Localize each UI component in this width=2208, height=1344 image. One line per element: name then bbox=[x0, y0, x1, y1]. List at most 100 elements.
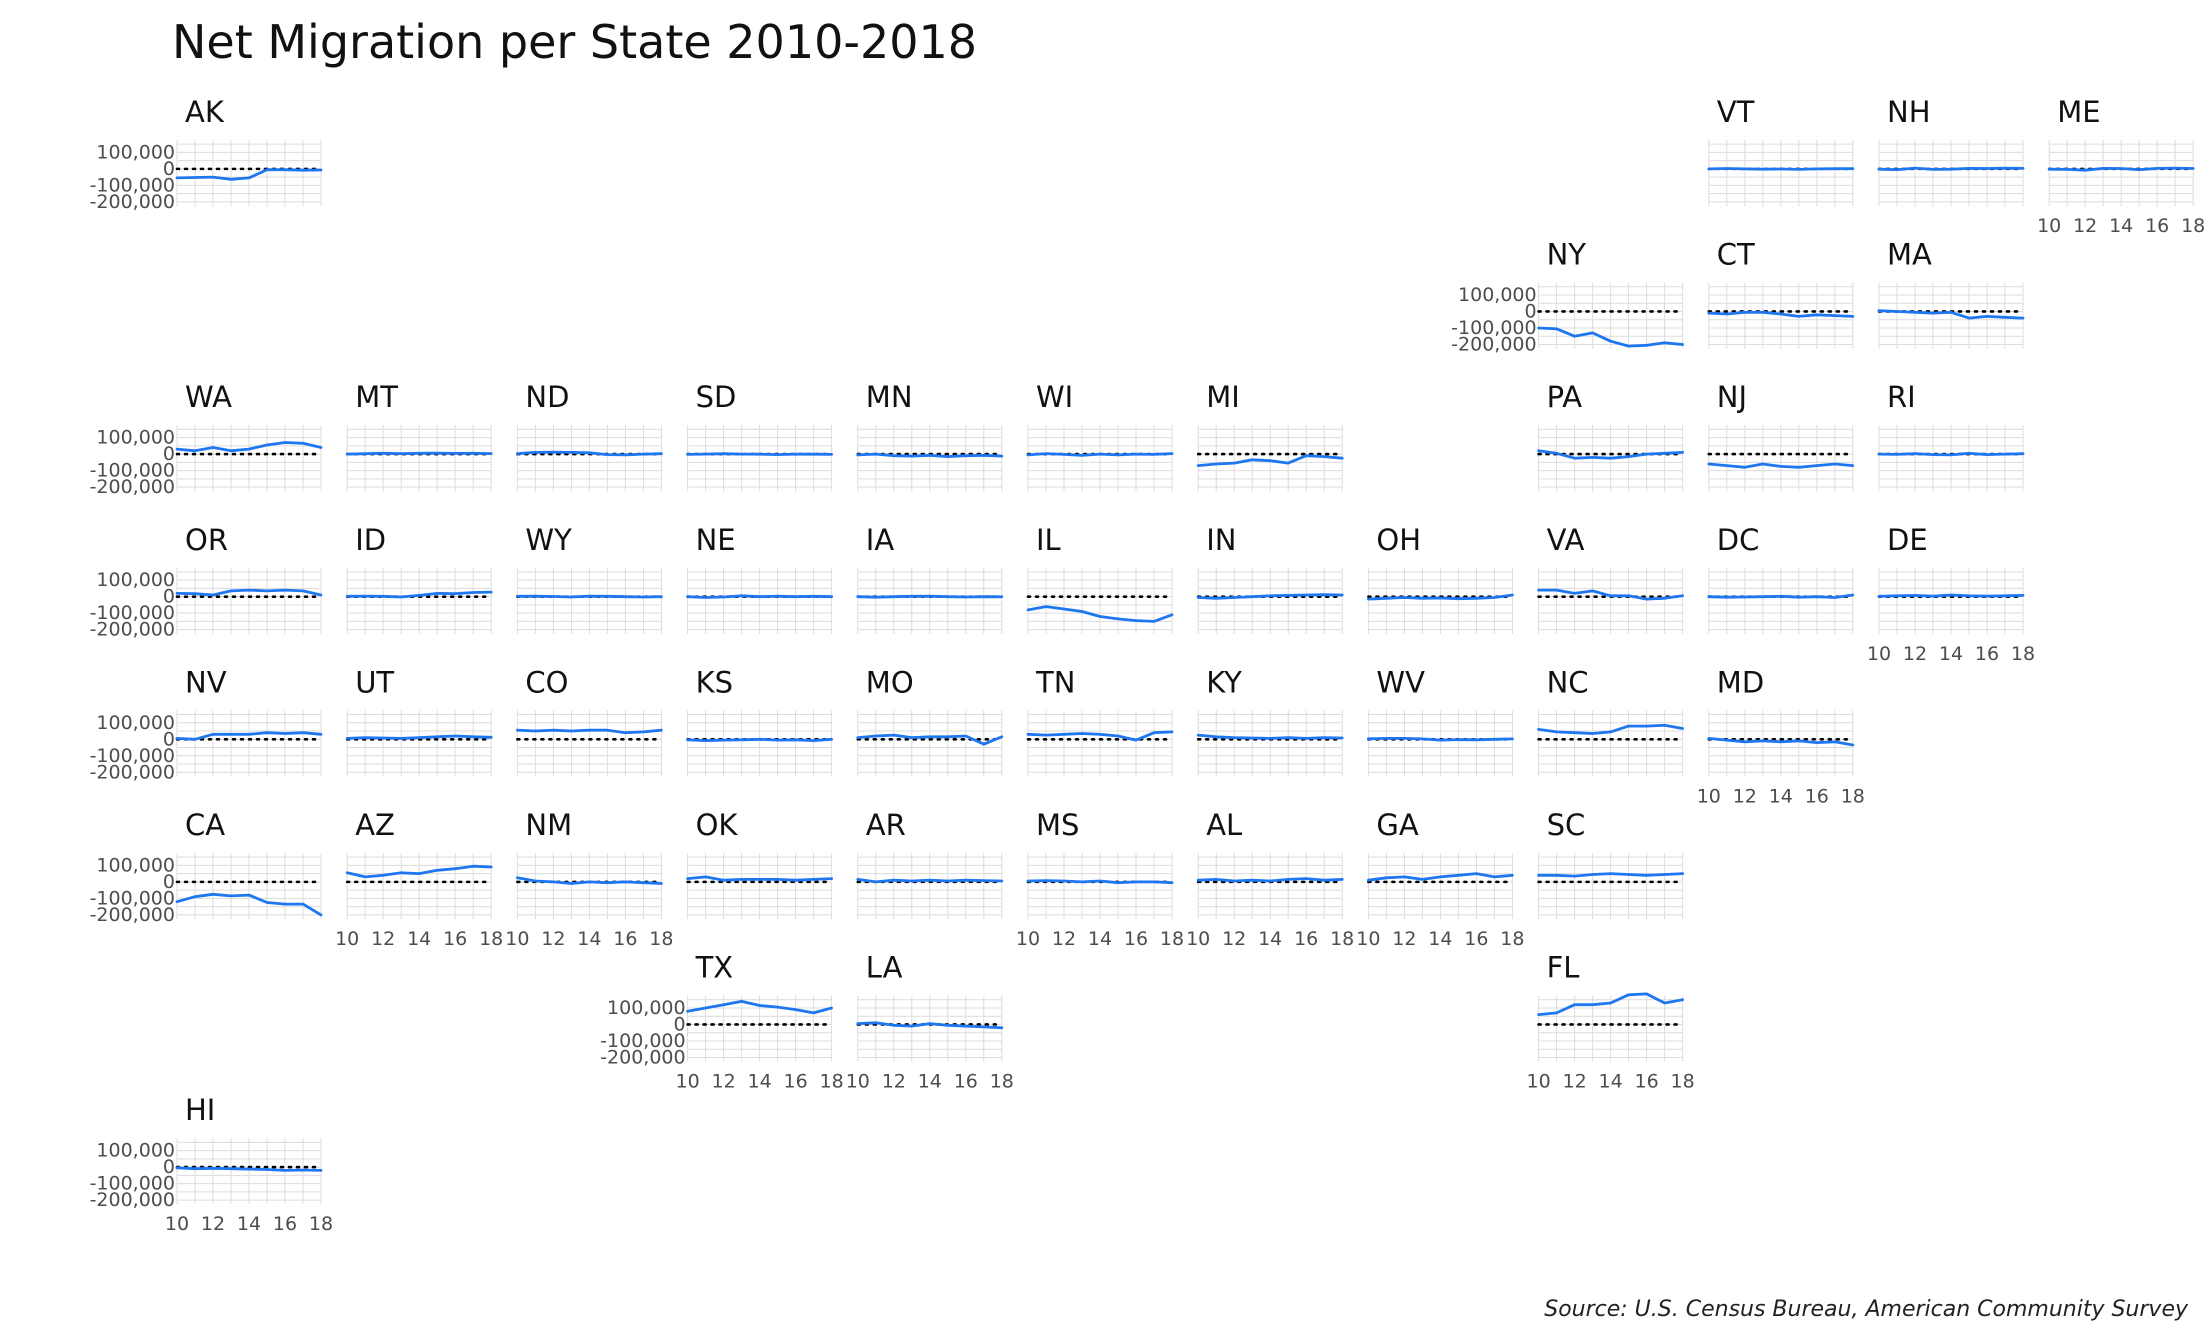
panel-grid bbox=[516, 710, 662, 777]
y-tick-label: 0 bbox=[674, 1013, 686, 1035]
y-tick-label: 0 bbox=[163, 158, 175, 180]
y-tick-label: -100,000 bbox=[600, 1030, 685, 1052]
panel-grid bbox=[1878, 425, 2024, 492]
y-tick-label: 100,000 bbox=[96, 1140, 175, 1162]
series-line-mt bbox=[345, 451, 493, 456]
y-tick-label: 100,000 bbox=[96, 854, 175, 876]
panel-title: NV bbox=[185, 665, 227, 699]
y-tick-label: -200,000 bbox=[90, 619, 175, 641]
y-tick-label: 0 bbox=[163, 443, 175, 465]
y-tick-label: 0 bbox=[163, 871, 175, 893]
panel-title: NJ bbox=[1717, 380, 1747, 414]
x-tick-label: 10 bbox=[2037, 215, 2061, 237]
series-line-sc bbox=[1537, 872, 1684, 878]
x-tick-label: 10 bbox=[1867, 643, 1891, 665]
panel-title: VT bbox=[1717, 95, 1755, 129]
panel-mn: MN bbox=[856, 380, 1004, 492]
panel-grid bbox=[346, 710, 492, 777]
y-tick-label: -100,000 bbox=[90, 602, 175, 624]
panel-title: NY bbox=[1547, 238, 1587, 272]
panel-grid bbox=[346, 567, 492, 634]
panel-grid bbox=[1538, 567, 1684, 634]
series-line-sd bbox=[686, 452, 833, 457]
x-tick-label: 18 bbox=[1500, 928, 1524, 950]
panel-nc: NC bbox=[1537, 665, 1684, 777]
series-line-dc bbox=[1707, 593, 1855, 599]
y-tick-label: -100,000 bbox=[1451, 317, 1536, 339]
x-tick-label: 14 bbox=[1428, 928, 1452, 950]
panel-nd: ND bbox=[516, 380, 663, 492]
panel-wy: WY bbox=[516, 523, 663, 634]
x-tick-label: 12 bbox=[1392, 928, 1416, 950]
panel-fl: FL 10 12 14 16 18 bbox=[1527, 951, 1695, 1093]
panel-title: AR bbox=[866, 808, 906, 842]
x-tick-label: 16 bbox=[443, 928, 467, 950]
x-tick-label: 18 bbox=[479, 928, 503, 950]
x-tick-label: 16 bbox=[2145, 215, 2169, 237]
series-line-oh bbox=[1367, 593, 1514, 601]
panel-grid bbox=[1708, 425, 1854, 492]
x-tick-label: 18 bbox=[1671, 1071, 1695, 1093]
panel-title: ME bbox=[2057, 95, 2100, 129]
series-line-or bbox=[175, 588, 323, 597]
panel-nh: NH bbox=[1877, 95, 2025, 206]
panel-title: CA bbox=[185, 808, 225, 842]
panel-mo: MO bbox=[856, 665, 1004, 777]
panel-oh: OH bbox=[1367, 523, 1514, 634]
panel-grid bbox=[346, 853, 492, 919]
x-tick-label: 10 bbox=[505, 928, 529, 950]
panel-grid bbox=[1367, 567, 1513, 634]
x-tick-label: 10 bbox=[676, 1071, 700, 1093]
x-tick-label: 16 bbox=[1805, 785, 1829, 807]
series-line-nd bbox=[516, 450, 663, 457]
series-line-al bbox=[1196, 877, 1344, 883]
panel-title: RI bbox=[1887, 380, 1916, 414]
x-tick-label: 12 bbox=[1903, 643, 1927, 665]
x-tick-label: 16 bbox=[1975, 643, 1999, 665]
y-tick-label: -100,000 bbox=[90, 745, 175, 767]
x-tick-label: 16 bbox=[784, 1071, 808, 1093]
x-tick-label: 10 bbox=[1186, 928, 1210, 950]
series-line-nm bbox=[516, 876, 663, 885]
series-line-la bbox=[856, 1021, 1004, 1030]
y-tick-label: -200,000 bbox=[90, 1189, 175, 1211]
panel-title: UT bbox=[355, 665, 394, 699]
panel-title: SD bbox=[696, 380, 737, 414]
y-tick-label: 0 bbox=[163, 1156, 175, 1178]
series-line-ga bbox=[1367, 872, 1514, 882]
panel-grid bbox=[2048, 140, 2194, 206]
series-line-ms bbox=[1026, 879, 1174, 885]
y-tick-label: 100,000 bbox=[96, 569, 175, 591]
x-tick-label: 12 bbox=[1563, 1071, 1587, 1093]
series-line-co bbox=[516, 728, 663, 735]
panel-title: DC bbox=[1717, 523, 1760, 557]
panel-il: IL bbox=[1026, 523, 1174, 634]
panel-grid bbox=[1027, 853, 1173, 919]
x-tick-label: 18 bbox=[820, 1071, 844, 1093]
series-line-az bbox=[345, 864, 493, 879]
panel-title: AK bbox=[185, 95, 225, 129]
x-tick-label: 18 bbox=[990, 1071, 1014, 1093]
panel-pa: PA bbox=[1537, 380, 1684, 492]
x-tick-label: 10 bbox=[165, 1213, 189, 1235]
panel-title: MO bbox=[866, 665, 914, 699]
panel-grid bbox=[516, 853, 662, 919]
panel-wi: WI bbox=[1026, 380, 1174, 492]
panel-sd: SD bbox=[686, 380, 833, 492]
panel-title: WV bbox=[1376, 665, 1425, 699]
panel-sc: SC bbox=[1537, 808, 1684, 919]
series-line-ks bbox=[686, 737, 833, 742]
panel-grid bbox=[1197, 567, 1343, 634]
series-line-ak bbox=[175, 168, 323, 181]
panel-grid bbox=[346, 425, 492, 492]
series-line-wv bbox=[1367, 737, 1514, 742]
panel-ma: MA bbox=[1877, 238, 2025, 349]
series-line-il bbox=[1026, 605, 1174, 623]
y-tick-label: -200,000 bbox=[90, 904, 175, 926]
y-tick-label: -200,000 bbox=[90, 761, 175, 783]
panel-title: TN bbox=[1035, 665, 1075, 699]
